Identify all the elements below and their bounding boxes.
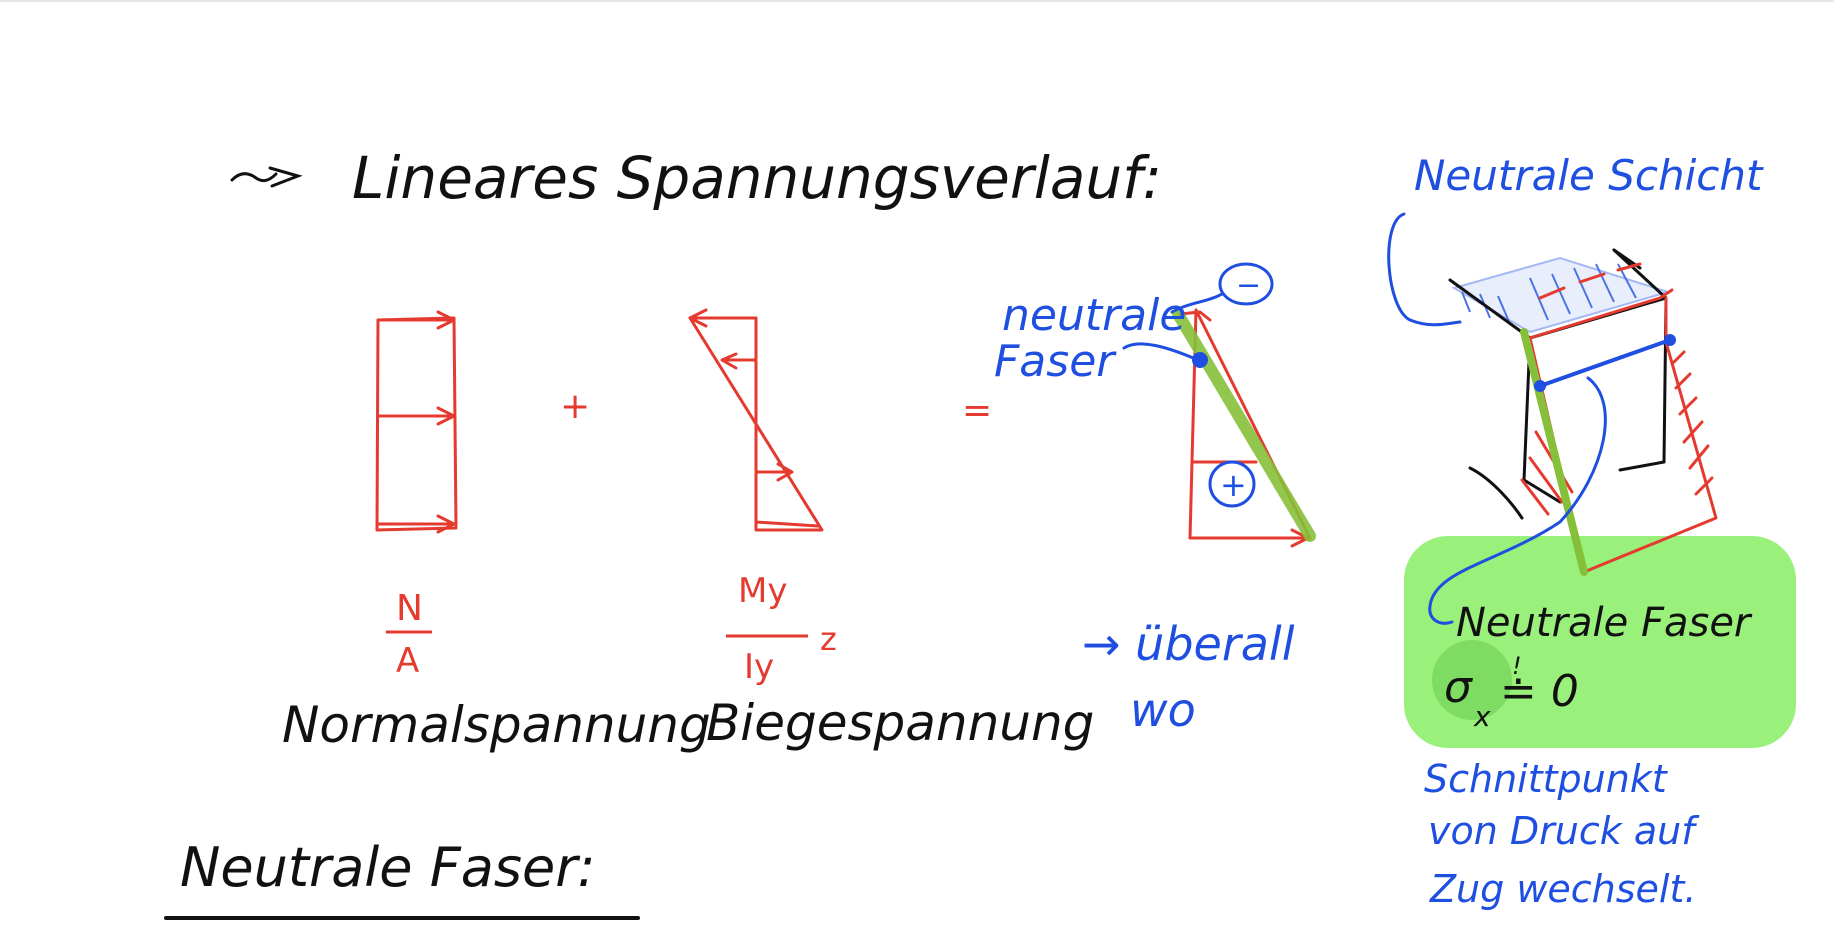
neutral-fiber-right-label: Neutrale Faser	[1456, 600, 1753, 646]
svg-text:σ: σ	[1444, 662, 1473, 713]
neutral-fiber-pointer	[1122, 342, 1200, 362]
neutral-line-highlight	[1172, 308, 1316, 542]
sigma-condition: σ x ! ≐ 0	[1444, 652, 1579, 733]
svg-text:My: My	[738, 571, 787, 611]
explanation-line-1: Schnittpunkt	[1424, 757, 1669, 801]
svg-text:≐ 0: ≐ 0	[1500, 666, 1579, 717]
axis-point-right	[1664, 334, 1676, 346]
note-line-1: → überall	[1082, 617, 1295, 671]
minus-circle-icon	[1218, 262, 1274, 306]
plus-symbol: +	[1220, 466, 1247, 504]
explanation-line-2: von Druck auf	[1428, 809, 1700, 853]
svg-text:Iy: Iy	[744, 647, 774, 687]
neutral-layer-pointer	[1387, 212, 1462, 327]
neutral-fiber-label-line-2: Faser	[994, 336, 1117, 387]
sigma-highlight	[1432, 640, 1512, 720]
axis-point-left	[1534, 380, 1546, 392]
svg-text:z: z	[820, 620, 837, 658]
equals-operator: =	[962, 390, 992, 431]
bending-stress-diagram	[688, 308, 824, 532]
top-pointer	[1170, 292, 1224, 314]
bending-stress-formula: My Iy z	[726, 571, 837, 687]
normal-stress-formula: N A	[386, 588, 432, 681]
neutral-point-marker	[1192, 352, 1208, 368]
minus-symbol: −	[1236, 268, 1261, 303]
note-line-2: wo	[1130, 683, 1196, 737]
page-heading: Lineares Spannungsverlauf:	[352, 144, 1162, 212]
neutral-axis-green	[1520, 328, 1588, 576]
arrow-icon	[230, 166, 303, 188]
plus-circle-icon	[1208, 460, 1256, 508]
section-heading: Neutrale Faser:	[180, 836, 596, 899]
bending-stress-label: Biegespannung	[706, 694, 1094, 752]
neutral-fiber-pointer-right	[1428, 376, 1607, 625]
normal-stress-label: Normalspannung	[282, 696, 711, 754]
neutral-fiber-label-line-1: neutrale	[1002, 290, 1186, 341]
svg-text:x: x	[1473, 700, 1491, 733]
svg-text:N: N	[396, 588, 423, 629]
plus-operator: +	[560, 386, 590, 427]
neutral-layer-label: Neutrale Schicht	[1414, 151, 1764, 200]
svg-text:!: !	[1512, 652, 1522, 680]
explanation-line-3: Zug wechselt.	[1429, 867, 1696, 911]
normal-stress-diagram	[375, 310, 458, 534]
svg-text:A: A	[396, 641, 419, 681]
neutral-axis-blue	[1538, 338, 1672, 388]
